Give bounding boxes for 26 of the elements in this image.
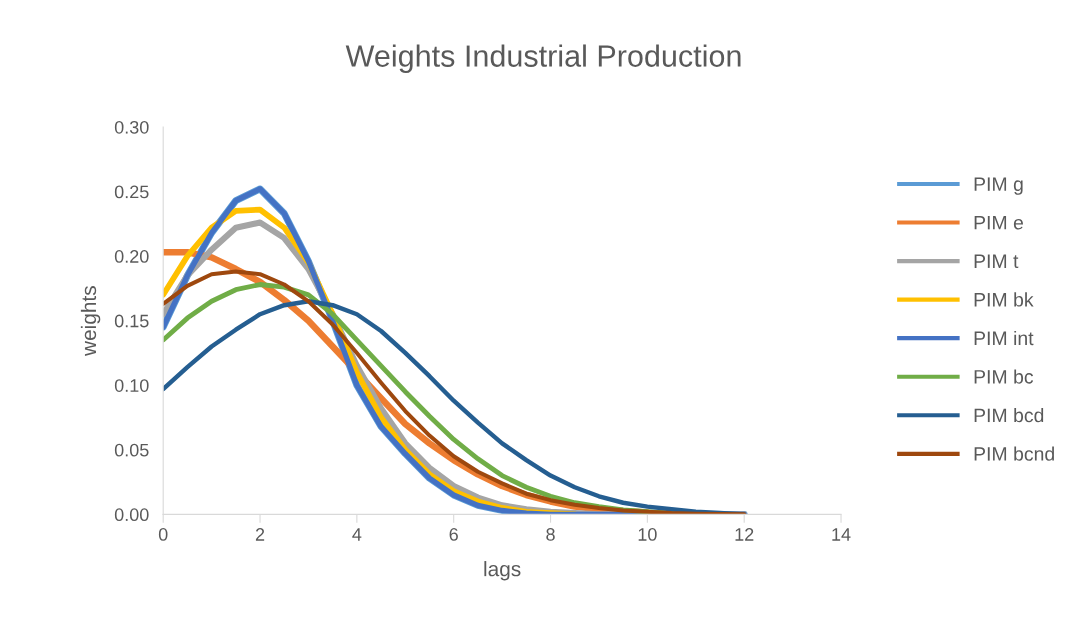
- y-tick-label: 0.10: [114, 379, 149, 392]
- x-tick-label: 10: [638, 528, 657, 541]
- x-tick-label: 2: [255, 528, 265, 541]
- x-tick-label: 0: [158, 528, 168, 541]
- legend-label: PIM e: [974, 215, 1023, 230]
- y-axis-title: weights: [80, 286, 101, 357]
- legend-label: PIM bcd: [974, 407, 1044, 423]
- legend-label: PIM int: [974, 330, 1034, 346]
- y-tick-label: 0.30: [114, 120, 149, 134]
- legend-label: PIM bcnd: [974, 446, 1054, 461]
- x-tick-label: 6: [449, 528, 458, 541]
- x-axis-title: lags: [484, 561, 521, 581]
- legend-label: PIM bc: [974, 369, 1034, 384]
- x-tick-label: 4: [352, 528, 362, 541]
- y-tick-label: 0.05: [114, 443, 149, 457]
- legend-label: PIM bk: [974, 292, 1034, 307]
- y-tick-label: 0.00: [114, 508, 149, 522]
- y-tick-label: 0.15: [114, 314, 149, 328]
- x-tick-label: 14: [832, 528, 851, 541]
- x-tick-label: 12: [735, 528, 754, 541]
- chart-title: Weights Industrial Production: [345, 44, 741, 73]
- y-tick-label: 0.20: [114, 250, 149, 263]
- y-tick-label: 0.25: [114, 185, 149, 199]
- x-tick-label: 8: [546, 528, 555, 541]
- legend-label: PIM g: [974, 177, 1023, 195]
- legend-label: PIM t: [974, 254, 1019, 269]
